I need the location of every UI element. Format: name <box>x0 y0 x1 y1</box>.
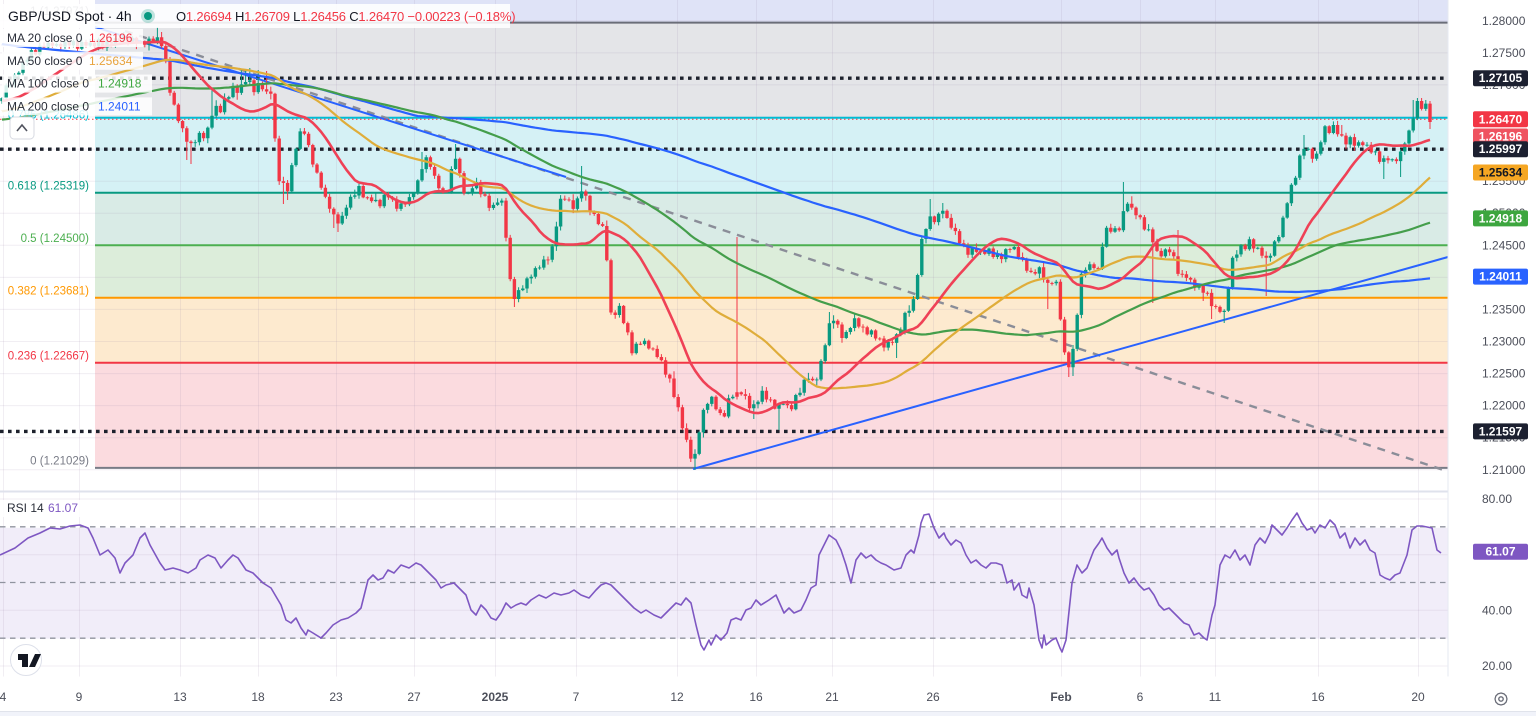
svg-text:GBP/USD Spot · 4h: GBP/USD Spot · 4h <box>8 8 132 24</box>
svg-text:1.24011: 1.24011 <box>1479 270 1522 284</box>
svg-text:61.07: 61.07 <box>48 501 78 515</box>
svg-text:1.25634: 1.25634 <box>1479 166 1523 180</box>
svg-text:1.27500: 1.27500 <box>1482 46 1526 60</box>
svg-text:16: 16 <box>1311 690 1325 704</box>
svg-text:11: 11 <box>1209 690 1222 704</box>
svg-text:27: 27 <box>407 690 421 704</box>
svg-text:1.26196: 1.26196 <box>1479 130 1523 144</box>
svg-text:1.22000: 1.22000 <box>1482 399 1526 413</box>
svg-text:4: 4 <box>0 690 7 704</box>
svg-text:RSI 14: RSI 14 <box>7 501 44 515</box>
svg-text:80.00: 80.00 <box>1482 492 1512 506</box>
svg-text:1.25997: 1.25997 <box>1479 142 1523 156</box>
svg-text:MA 200 close 0: MA 200 close 0 <box>7 99 89 113</box>
svg-text:1.22500: 1.22500 <box>1482 367 1526 381</box>
svg-text:MA 20 close 0: MA 20 close 0 <box>7 31 83 45</box>
svg-text:7: 7 <box>573 690 580 704</box>
svg-text:1.23000: 1.23000 <box>1482 335 1526 349</box>
svg-text:16: 16 <box>749 690 763 704</box>
svg-text:9: 9 <box>76 690 83 704</box>
svg-text:0.618 (1.25319): 0.618 (1.25319) <box>8 181 89 193</box>
svg-text:23: 23 <box>329 690 343 704</box>
svg-text:0 (1.21029): 0 (1.21029) <box>30 456 89 468</box>
svg-text:26: 26 <box>926 690 940 704</box>
svg-text:20.00: 20.00 <box>1482 659 1512 673</box>
svg-text:13: 13 <box>173 690 187 704</box>
svg-text:MA 50 close 0: MA 50 close 0 <box>7 54 83 68</box>
svg-text:1.24500: 1.24500 <box>1482 238 1526 252</box>
svg-text:Feb: Feb <box>1050 690 1071 704</box>
svg-text:1.21000: 1.21000 <box>1482 463 1526 477</box>
svg-text:1.25634: 1.25634 <box>89 54 133 68</box>
svg-text:20: 20 <box>1411 690 1425 704</box>
svg-text:1.27105: 1.27105 <box>1479 71 1523 85</box>
svg-text:1.23500: 1.23500 <box>1482 302 1526 316</box>
svg-text:0.5 (1.24500): 0.5 (1.24500) <box>21 233 90 245</box>
svg-text:1.26470: 1.26470 <box>1479 112 1523 126</box>
svg-text:1.24918: 1.24918 <box>98 77 142 91</box>
svg-text:61.07: 61.07 <box>1485 545 1515 559</box>
svg-text:1.24918: 1.24918 <box>1479 211 1523 225</box>
svg-text:2025: 2025 <box>482 690 509 704</box>
svg-text:1.21597: 1.21597 <box>1479 424 1523 438</box>
svg-text:6: 6 <box>1137 690 1144 704</box>
svg-text:40.00: 40.00 <box>1482 603 1512 617</box>
svg-text:0.382 (1.23681): 0.382 (1.23681) <box>8 286 89 298</box>
svg-text:0.236 (1.22667): 0.236 (1.22667) <box>8 351 89 363</box>
svg-text:1.26196: 1.26196 <box>89 31 133 45</box>
svg-text:18: 18 <box>251 690 265 704</box>
svg-text:MA 100 close 0: MA 100 close 0 <box>7 77 89 91</box>
svg-text:1.28000: 1.28000 <box>1482 14 1526 28</box>
svg-text:21: 21 <box>825 690 839 704</box>
svg-text:12: 12 <box>670 690 684 704</box>
svg-text:1.24011: 1.24011 <box>98 99 141 113</box>
svg-text:O1.26694 H1.26709 L1.26456 C1.: O1.26694 H1.26709 L1.26456 C1.26470 −0.0… <box>176 9 515 24</box>
